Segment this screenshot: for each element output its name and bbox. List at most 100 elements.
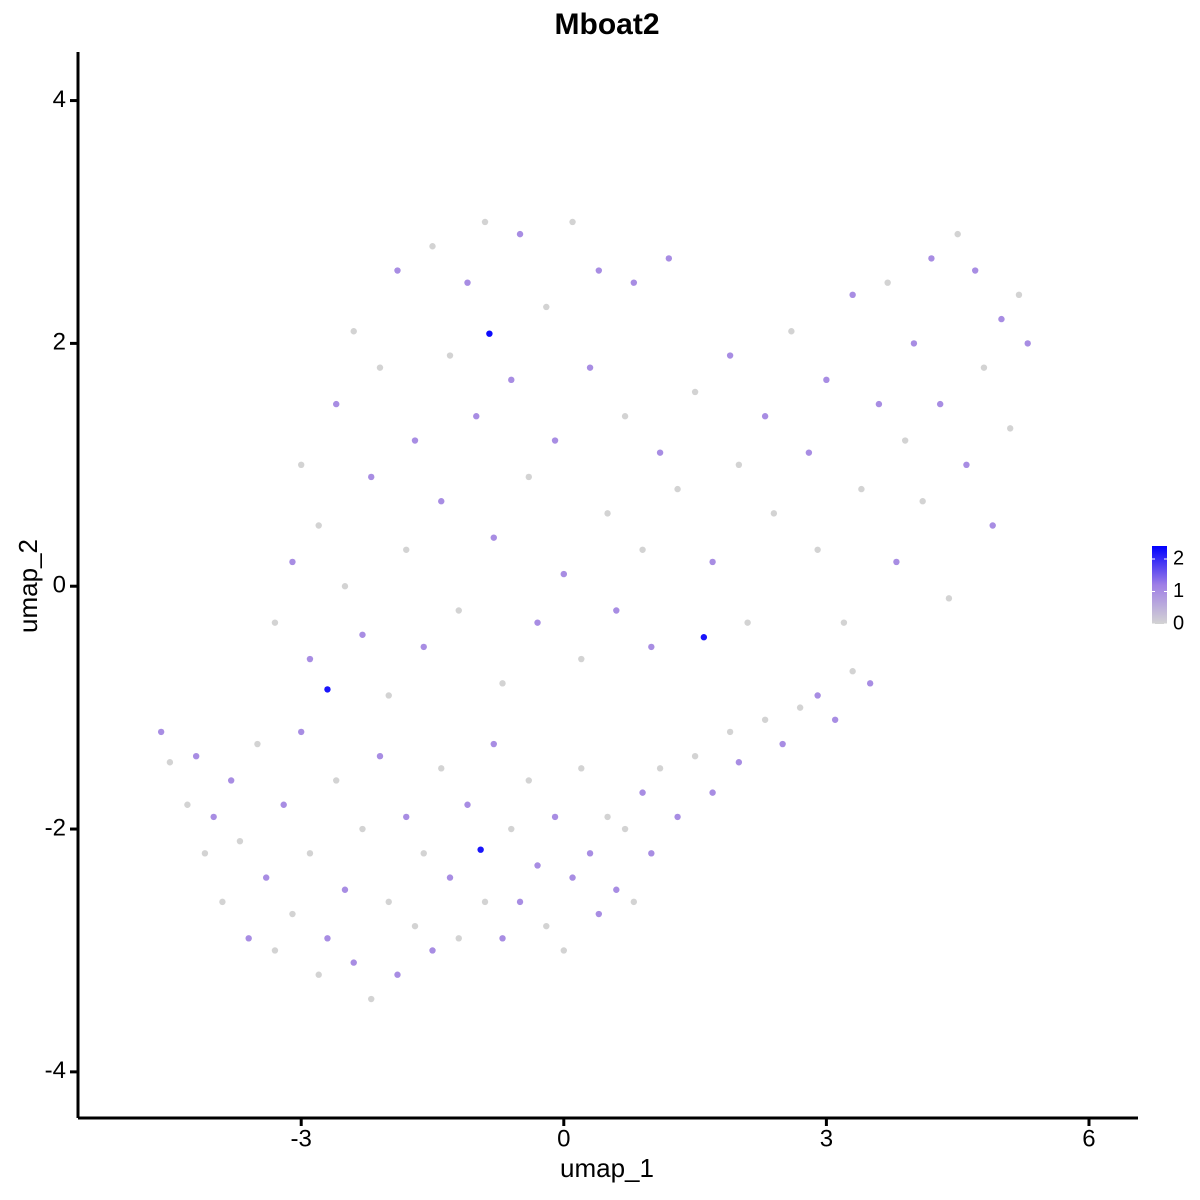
point	[779, 740, 786, 748]
point	[350, 959, 357, 966]
point	[875, 400, 883, 408]
point	[849, 291, 856, 299]
point	[315, 522, 322, 529]
point	[438, 765, 445, 772]
point	[477, 846, 484, 853]
point	[385, 898, 392, 906]
point	[227, 777, 235, 784]
point	[648, 850, 655, 857]
colorbar-label: 0	[1173, 612, 1184, 634]
x-tick-label: -3	[291, 1125, 312, 1152]
point	[963, 461, 970, 469]
point	[411, 437, 419, 444]
point	[359, 631, 366, 638]
point	[578, 655, 585, 663]
point	[315, 971, 322, 978]
point	[595, 267, 603, 274]
point	[333, 777, 340, 784]
point	[394, 971, 401, 978]
point	[709, 789, 716, 796]
x-tick-label: 0	[557, 1125, 570, 1152]
point	[586, 850, 594, 857]
point	[840, 619, 848, 626]
point	[998, 315, 1005, 323]
colorbar	[1152, 546, 1167, 624]
point	[726, 728, 734, 736]
point	[516, 898, 524, 906]
point	[324, 935, 331, 942]
point	[473, 413, 480, 420]
y-tick-label: -4	[45, 1057, 66, 1084]
point	[665, 255, 673, 262]
point	[569, 218, 576, 226]
point	[210, 813, 217, 821]
x-tick-label: 3	[820, 1125, 833, 1152]
point	[630, 898, 638, 906]
point	[481, 898, 489, 906]
point	[429, 947, 436, 954]
point	[166, 759, 174, 766]
point	[508, 825, 515, 833]
point	[656, 449, 664, 456]
point	[595, 910, 603, 918]
point	[1015, 291, 1023, 299]
point	[289, 558, 296, 566]
point	[901, 437, 909, 444]
point	[954, 230, 961, 238]
y-tick-label: 0	[53, 572, 66, 599]
point	[744, 619, 751, 626]
point	[534, 619, 541, 626]
point	[262, 874, 270, 881]
point	[586, 364, 594, 371]
point	[788, 328, 795, 335]
point	[613, 607, 620, 614]
point	[866, 680, 874, 687]
point	[691, 752, 699, 760]
point	[481, 218, 489, 226]
y-tick-label: -2	[45, 814, 66, 841]
point	[280, 801, 287, 808]
point	[656, 765, 664, 772]
point	[551, 437, 559, 444]
point	[543, 303, 550, 311]
y-axis-label: umap_2	[13, 539, 43, 633]
point	[630, 279, 638, 286]
point	[368, 473, 375, 481]
point	[455, 607, 462, 614]
point	[560, 947, 567, 954]
point	[770, 510, 778, 517]
point	[849, 668, 856, 675]
point	[534, 862, 541, 869]
point	[814, 692, 821, 699]
colorbar-label: 2	[1173, 547, 1184, 569]
point	[333, 400, 340, 408]
point	[569, 874, 576, 881]
point	[639, 789, 646, 796]
point	[499, 935, 506, 942]
point	[508, 376, 515, 384]
point	[700, 634, 708, 641]
point	[201, 850, 209, 857]
point	[359, 825, 366, 833]
point	[464, 801, 471, 808]
point	[403, 813, 410, 821]
point	[429, 243, 436, 250]
x-tick-label: 6	[1082, 1125, 1095, 1152]
point	[858, 485, 865, 493]
point	[621, 413, 629, 420]
point	[726, 352, 734, 359]
y-tick-label: 2	[53, 329, 66, 356]
point	[376, 364, 384, 371]
point	[192, 752, 200, 760]
point	[893, 558, 900, 566]
chart-title: Mboat2	[555, 8, 660, 41]
point	[735, 461, 743, 469]
point	[936, 400, 944, 408]
point	[945, 595, 953, 602]
point	[604, 813, 611, 821]
point	[823, 376, 830, 384]
point	[306, 655, 314, 663]
point	[184, 801, 191, 808]
point	[236, 837, 244, 845]
